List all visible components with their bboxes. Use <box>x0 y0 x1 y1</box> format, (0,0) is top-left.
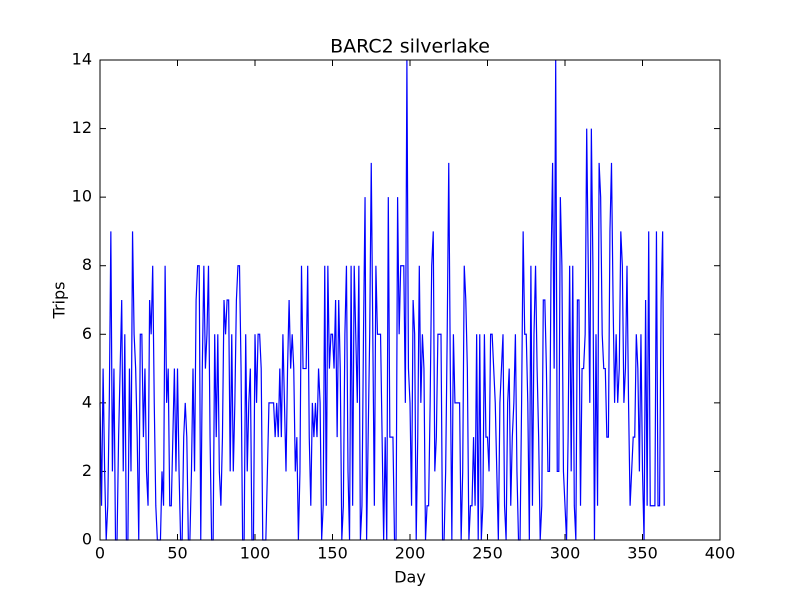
y-tick-label: 4 <box>82 392 92 411</box>
x-tick-label: 400 <box>705 544 736 563</box>
x-tick-label: 0 <box>95 544 105 563</box>
plot-frame <box>99 59 721 541</box>
y-tick-label: 8 <box>82 255 92 274</box>
y-tick-label: 6 <box>82 324 92 343</box>
x-tick-label: 50 <box>167 544 187 563</box>
y-tick-label: 10 <box>72 187 92 206</box>
x-tick-label: 200 <box>395 544 426 563</box>
data-line <box>99 59 665 541</box>
y-tick-label: 12 <box>72 118 92 137</box>
y-tick-label: 0 <box>82 530 92 549</box>
x-tick-label: 250 <box>472 544 503 563</box>
y-axis-label: Trips <box>50 282 69 320</box>
x-tick-label: 300 <box>550 544 581 563</box>
x-tick-label: 150 <box>317 544 348 563</box>
x-tick-label: 100 <box>240 544 271 563</box>
x-tick-label: 350 <box>627 544 658 563</box>
y-tick-label: 14 <box>72 50 92 69</box>
y-tick-label: 2 <box>82 461 92 480</box>
x-axis-label: Day <box>394 568 426 587</box>
chart-title: BARC2 silverlake <box>330 36 490 58</box>
